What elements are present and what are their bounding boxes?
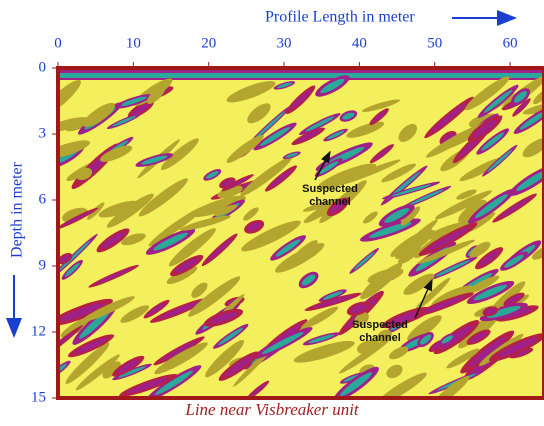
x-tick-label: 0 xyxy=(54,35,62,51)
x-tick-label: 30 xyxy=(277,35,292,51)
y-tick-label: 3 xyxy=(39,125,47,141)
x-tick-label: 40 xyxy=(352,35,367,51)
y-tick-label: 0 xyxy=(39,59,47,75)
y-tick-label: 12 xyxy=(31,323,46,339)
y-tick-label: 6 xyxy=(39,191,47,207)
reflector xyxy=(60,73,542,78)
x-tick-label: 50 xyxy=(427,35,442,51)
y-tick-label: 9 xyxy=(39,257,47,273)
annotation-line: Suspected xyxy=(302,183,358,195)
y-tick-label: 15 xyxy=(31,389,46,405)
annotation-line: channel xyxy=(359,332,401,344)
x-tick-label: 20 xyxy=(201,35,216,51)
x-tick-label: 10 xyxy=(126,35,141,51)
caption: Line near Visbreaker unit xyxy=(184,400,360,419)
x-tick-label: 60 xyxy=(503,35,518,51)
chart: Profile Length in meter Depth in meter S… xyxy=(0,0,544,426)
annotation-line: Suspected xyxy=(352,319,408,331)
annotation: Suspectedchannel xyxy=(302,183,358,208)
annotation-line: channel xyxy=(309,196,351,208)
annotation: Suspectedchannel xyxy=(352,319,408,344)
y-axis-label: Depth in meter xyxy=(9,161,26,258)
x-axis-label: Profile Length in meter xyxy=(265,9,415,26)
